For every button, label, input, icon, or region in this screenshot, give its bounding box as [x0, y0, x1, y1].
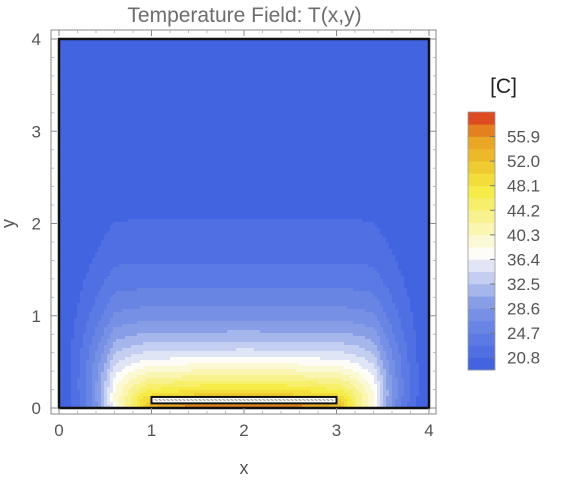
colorbar-band	[468, 222, 495, 236]
colorbar-title: [C]	[490, 75, 517, 98]
x-tick-label: 2	[239, 421, 248, 440]
colorbar-band	[468, 234, 495, 248]
colorbar-band	[468, 210, 495, 223]
colorbar-tick-label: 44.2	[507, 201, 540, 220]
colorbar-tick-label: 48.1	[507, 177, 540, 196]
y-tick-label: 1	[32, 307, 41, 326]
colorbar-band	[468, 259, 495, 273]
colorbar-tick-label: 55.9	[507, 128, 540, 147]
colorbar: 55.9 52.0 48.1 44.2 40.3 36.4 32.5 28.6 24.7 20.8…	[467, 75, 540, 371]
colorbar-band	[468, 124, 495, 137]
colorbar-tick-label: 40.3	[507, 226, 540, 245]
colorbar-band	[468, 296, 495, 309]
colorbar-band	[468, 161, 495, 174]
colorbar-band	[468, 185, 495, 199]
x-axis-ticks: 0 1 2 3 4	[54, 30, 434, 440]
y-tick-label: 0	[32, 399, 41, 418]
x-tick-label: 0	[54, 421, 63, 440]
colorbar-bands	[468, 112, 495, 371]
colorbar-tick-label: 20.8	[507, 349, 540, 368]
x-tick-label: 1	[147, 421, 156, 440]
x-tick-label: 4	[424, 421, 433, 440]
colorbar-band	[468, 247, 495, 260]
colorbar-tick-label: 52.0	[507, 152, 540, 171]
colorbar-band	[468, 345, 495, 359]
colorbar-tick-label: 36.4	[507, 250, 540, 269]
colorbar-band	[468, 308, 495, 322]
colorbar-band	[468, 271, 495, 285]
y-axis-label: y	[0, 219, 18, 228]
colorbar-band	[468, 112, 495, 125]
heater-strip-inner-line	[154, 399, 334, 402]
colorbar-band	[468, 284, 495, 297]
colorbar-frame	[467, 111, 496, 371]
colorbar-ticks: 55.9 52.0 48.1 44.2 40.3 36.4 32.5 28.6 24.7 20.8	[490, 128, 540, 368]
colorbar-band	[468, 173, 495, 187]
chart-title: Temperature Field: T(x,y)	[127, 4, 361, 27]
colorbar-band	[468, 136, 495, 150]
colorbar-band	[468, 198, 495, 211]
y-tick-label: 4	[32, 30, 41, 49]
colorbar-tick-label: 28.6	[507, 300, 540, 319]
x-axis-label: x	[240, 458, 249, 478]
y-axis-ticks: 0 1 2 3 4	[32, 30, 436, 418]
colorbar-tick-label: 24.7	[507, 324, 540, 343]
y-tick-label: 2	[32, 215, 41, 234]
x-tick-label: 3	[332, 421, 341, 440]
colorbar-tick-label: 32.5	[507, 275, 540, 294]
heater-strip	[150, 395, 338, 405]
heatmap-field	[59, 39, 429, 408]
colorbar-band	[468, 148, 495, 162]
colorbar-band	[468, 320, 495, 334]
colorbar-band	[468, 357, 495, 371]
y-tick-label: 3	[32, 122, 41, 141]
colorbar-band	[468, 333, 495, 346]
